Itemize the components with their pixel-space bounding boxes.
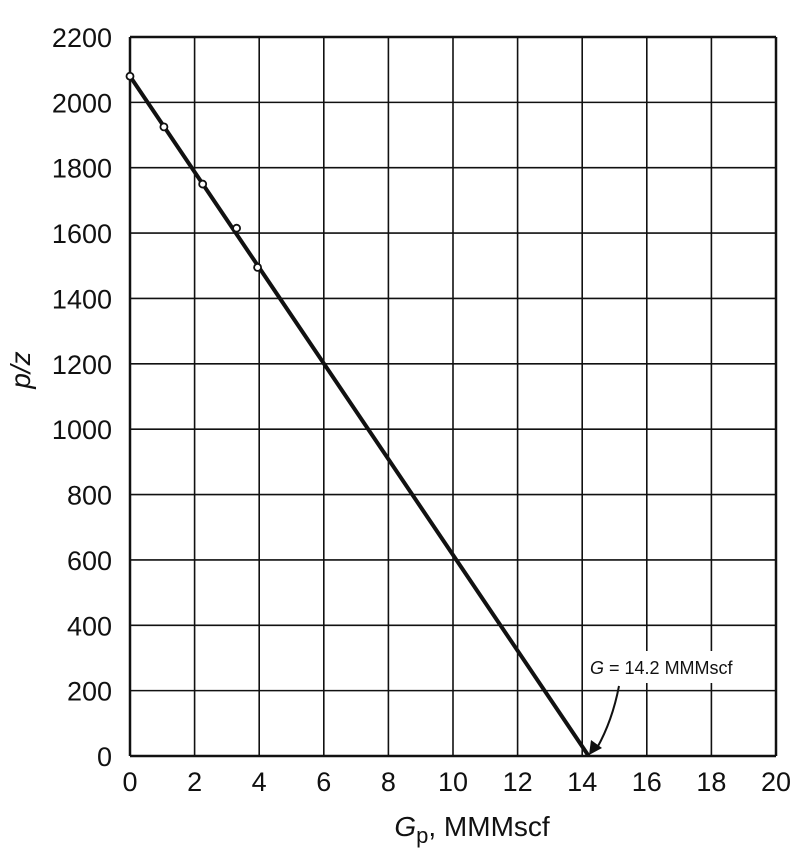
y-tick-label: 600 [67, 546, 112, 576]
x-axis-title-sub: p [416, 823, 428, 848]
x-tick-label: 2 [187, 767, 202, 797]
x-axis-title-main: G [394, 811, 416, 842]
y-tick-label: 1000 [52, 415, 112, 445]
y-tick-label: 400 [67, 611, 112, 641]
data-point [253, 263, 262, 272]
x-tick-label: 12 [503, 767, 533, 797]
grid [128, 35, 778, 758]
annotation-background [584, 651, 772, 683]
annotation-label-rest: = 14.2 MMMscf [604, 658, 734, 678]
data-point [125, 71, 135, 81]
y-axis-title: p/z [5, 351, 36, 389]
y-tick-label: 1600 [52, 219, 112, 249]
y-tick-label: 0 [97, 742, 112, 772]
x-tick-label: 8 [381, 767, 396, 797]
trend-line [128, 75, 591, 758]
x-tick-label: 10 [438, 767, 468, 797]
annotation-label: G = 14.2 MMMscf [590, 658, 734, 678]
y-tick-label: 1400 [52, 284, 112, 314]
y-tick-label: 200 [67, 677, 112, 707]
x-axis-title-rest: , MMMscf [428, 811, 550, 842]
x-tick-label: 16 [632, 767, 662, 797]
annotation-label-italic: G [590, 658, 604, 678]
x-tick-label: 18 [696, 767, 726, 797]
data-series [125, 71, 591, 758]
x-tick-label: 4 [252, 767, 267, 797]
x-tick-label: 20 [761, 767, 791, 797]
y-tick-label: 1800 [52, 154, 112, 184]
y-tick-label: 2000 [52, 88, 112, 118]
data-point [232, 223, 241, 233]
annotation-arrowhead [589, 740, 602, 755]
y-tick-label: 1200 [52, 350, 112, 380]
y-tick-label: 800 [67, 481, 112, 511]
annotation-arrow-shaft [596, 685, 620, 749]
tick-labels: 0 2 4 6 8 10 12 14 16 18 2002004006008001000120014… [52, 23, 791, 797]
data-point [198, 179, 208, 189]
annotation: G = 14.2 MMMscf [584, 651, 772, 755]
x-tick-label: 0 [122, 767, 137, 797]
data-point [159, 122, 169, 132]
x-tick-label: 6 [316, 767, 331, 797]
x-tick-label: 14 [567, 767, 597, 797]
x-axis-title: Gp, MMMscf [394, 811, 550, 848]
y-tick-label: 2200 [52, 23, 112, 53]
